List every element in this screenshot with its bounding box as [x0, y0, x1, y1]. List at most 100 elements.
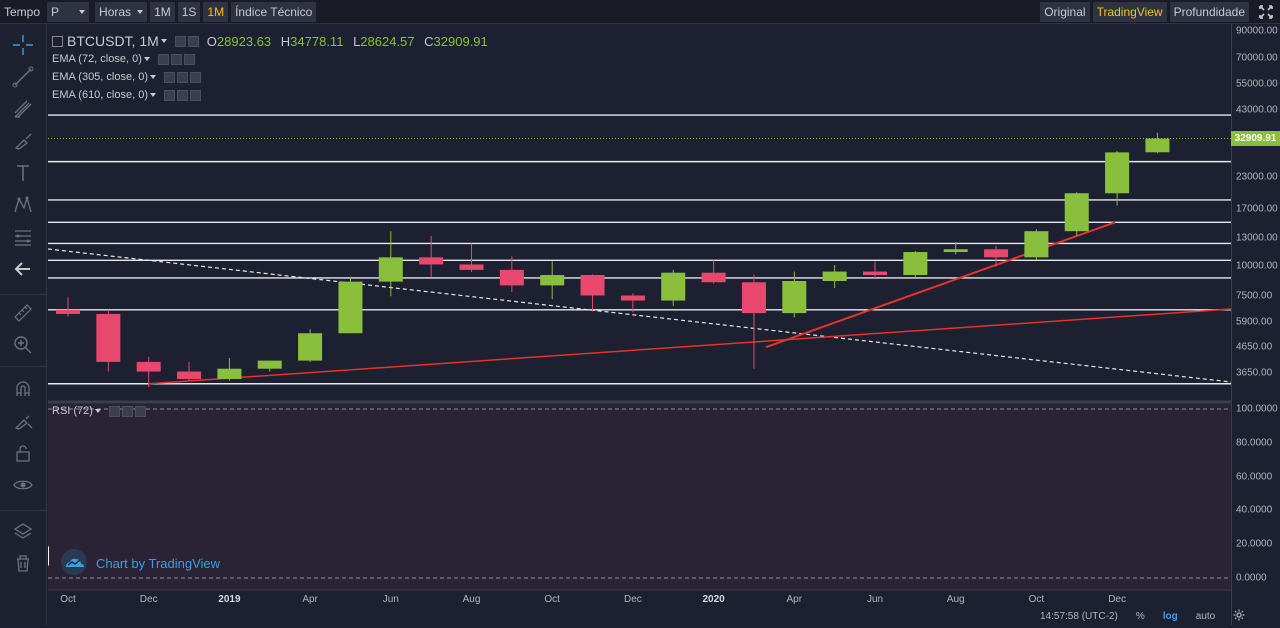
pattern-icon[interactable]: [8, 190, 38, 220]
visibility-icon[interactable]: [108, 405, 120, 417]
fib-retracement-icon[interactable]: [8, 222, 38, 252]
interval-1month-button[interactable]: 1M: [203, 1, 229, 22]
toolbar-divider: [0, 510, 47, 511]
candle-body: [419, 257, 444, 265]
candle-body: [863, 271, 887, 276]
brush-icon[interactable]: [8, 126, 38, 156]
chevron-down-icon[interactable]: [160, 39, 167, 43]
price-tick-label: 90000.00: [1236, 25, 1278, 37]
visibility-icon[interactable]: [164, 89, 175, 101]
rsi-label: RSI (72): [52, 405, 93, 417]
study-ema-72[interactable]: EMA (72, close, 0): [52, 50, 488, 68]
close-icon[interactable]: [190, 71, 201, 83]
fullscreen-icon[interactable]: [1252, 0, 1280, 24]
magnet-icon[interactable]: [8, 374, 38, 404]
mode-depth-button[interactable]: Profundidade: [1169, 2, 1249, 22]
time-tick-label: Apr: [786, 594, 803, 605]
candle-body: [580, 275, 605, 296]
close-icon[interactable]: [190, 89, 201, 101]
mode-original-button[interactable]: Original: [1040, 2, 1090, 22]
indicators-button[interactable]: Índice Técnico: [231, 1, 317, 22]
trend-line-icon[interactable]: [8, 62, 38, 92]
settings-icon[interactable]: [121, 405, 133, 417]
candle-body: [499, 269, 524, 286]
zoom-in-icon[interactable]: [8, 330, 38, 360]
tradingview-cloud-icon: [60, 548, 88, 579]
symbol-title[interactable]: BTCUSDT, 1M: [67, 33, 159, 49]
rsi-tick-label: 60.0000: [1236, 471, 1273, 483]
chevron-down-icon[interactable]: [150, 75, 156, 79]
ruler-icon[interactable]: [8, 298, 38, 328]
settings-icon[interactable]: [170, 53, 182, 65]
candle-body: [782, 280, 807, 314]
visibility-icon[interactable]: [157, 53, 169, 65]
study-label: EMA (610, close, 0): [52, 89, 148, 101]
back-arrow-icon[interactable]: [8, 254, 38, 284]
interval-1s-button[interactable]: 1S: [177, 1, 201, 22]
settings-icon[interactable]: [177, 89, 188, 101]
candle-body: [540, 275, 565, 286]
symbol-legend: BTCUSDT, 1M O28923.63 H34778.11 L28624.5…: [52, 32, 488, 50]
rsi-tick-label: 40.0000: [1236, 504, 1273, 516]
chevron-down-icon[interactable]: [150, 93, 156, 97]
red-steep-trendline: [765, 221, 1116, 349]
close-label: C: [424, 33, 434, 49]
rsi-tick-label: 80.0000: [1236, 437, 1273, 449]
time-tick-label: 2019: [218, 594, 241, 605]
gear-icon[interactable]: [1233, 609, 1245, 624]
log-scale-button[interactable]: log: [1162, 611, 1178, 622]
rsi-tick-label: 20.0000: [1236, 538, 1273, 550]
time-tick-label: Aug: [946, 594, 965, 605]
tradingview-watermark[interactable]: Chart by TradingView: [60, 548, 220, 579]
chart-canvas[interactable]: [43, 24, 1280, 625]
chevron-down-icon[interactable]: [94, 409, 101, 413]
price-tick-label: 3650.00: [1236, 367, 1273, 379]
chart-area[interactable]: [43, 24, 1280, 625]
collapse-icon[interactable]: [52, 35, 63, 47]
trash-icon[interactable]: [8, 548, 38, 578]
study-ema-610[interactable]: EMA (610, close, 0): [52, 86, 488, 104]
crosshair-icon[interactable]: [8, 30, 38, 60]
candle-body: [56, 309, 80, 314]
layers-icon[interactable]: [8, 516, 38, 546]
study-rsi[interactable]: RSI (72): [52, 405, 146, 417]
candle-body: [822, 271, 847, 281]
price-tick-label: 13000.00: [1236, 232, 1278, 244]
percent-scale-button[interactable]: %: [1135, 611, 1145, 622]
price-pane: [48, 24, 1231, 400]
candle-body: [298, 333, 323, 361]
close-icon[interactable]: [134, 405, 146, 417]
price-tick-label: 43000.00: [1236, 104, 1278, 116]
hours-select[interactable]: Horas: [95, 1, 148, 22]
ohlc-values: O28923.63 H34778.11 L28624.57 C32909.91: [207, 34, 488, 49]
watermark-text[interactable]: Chart by TradingView: [96, 556, 221, 571]
more-icon[interactable]: [187, 35, 199, 47]
bottom-toolbar: 14:57:58 (UTC-2) % log auto: [1010, 608, 1280, 625]
price-tick-label: 5900.00: [1236, 316, 1273, 328]
close-icon[interactable]: [183, 53, 195, 65]
price-tick-label: 7500.00: [1236, 290, 1273, 302]
candle-body: [661, 272, 686, 301]
settings-icon[interactable]: [174, 35, 186, 47]
candle-body: [459, 264, 484, 270]
lock-icon[interactable]: [8, 438, 38, 468]
stay-in-drawing-icon[interactable]: [8, 406, 38, 436]
rsi-tick-label: 100.0000: [1236, 403, 1278, 415]
interval-1m-button[interactable]: 1M: [150, 1, 175, 22]
text-tool-icon[interactable]: [8, 158, 38, 188]
time-tick-label: 2020: [702, 594, 725, 605]
settings-icon[interactable]: [177, 71, 188, 83]
time-tick-label: Jun: [866, 594, 884, 605]
mode-tradingview-button[interactable]: TradingView: [1092, 2, 1167, 22]
drawing-toolbar: [0, 24, 47, 625]
visibility-icon[interactable]: [164, 71, 175, 83]
auto-scale-button[interactable]: auto: [1195, 611, 1216, 622]
open-label: O: [206, 33, 217, 49]
time-axis[interactable]: Oct Dec 2019 Apr Jun Aug Oct Dec 2020 Apr Jun Aug Oc…: [48, 590, 1231, 608]
study-ema-305[interactable]: EMA (305, close, 0): [52, 68, 488, 86]
interval-select[interactable]: P: [47, 1, 90, 22]
pitchfork-icon[interactable]: [8, 94, 38, 124]
eye-icon[interactable]: [8, 470, 38, 500]
chevron-down-icon[interactable]: [143, 57, 150, 61]
study-label: EMA (72, close, 0): [52, 53, 142, 65]
